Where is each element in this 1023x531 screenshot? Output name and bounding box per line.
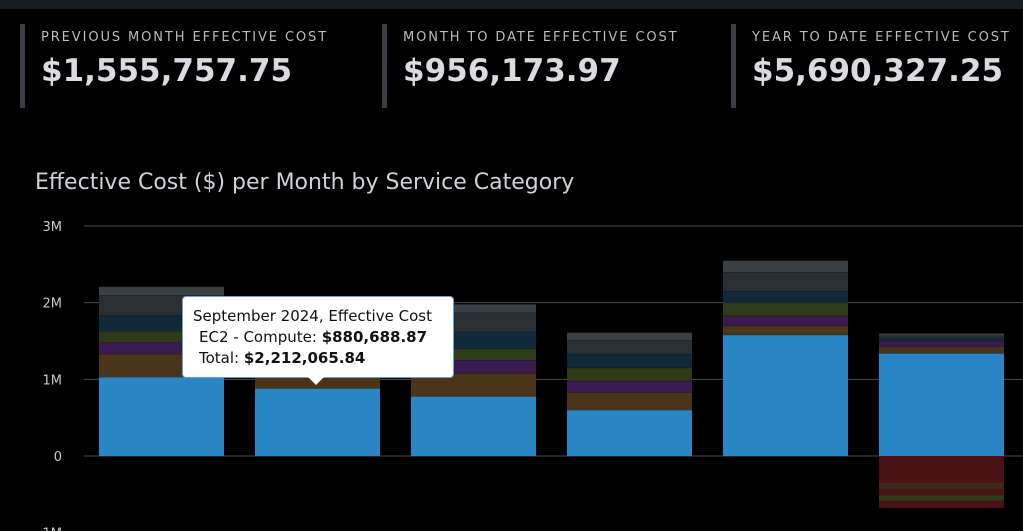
kpi-label: YEAR TO DATE EFFECTIVE COST [752,30,1011,45]
bar-segment [255,388,380,456]
kpi-value: $1,555,757.75 [41,53,293,89]
kpi-value: $5,690,327.25 [752,53,1004,89]
bar-segment [879,333,1004,336]
bar-segment [567,340,692,355]
kpi-month-to-date: MONTH TO DATE EFFECTIVE COST $956,173.97 [382,24,678,108]
bar-segment [879,341,1004,347]
bar-segment [723,272,848,292]
bar-segment [723,325,848,335]
bar-segment [567,380,692,393]
bar-segment [411,396,536,456]
y-tick-label: -1M [38,527,62,531]
bar-segment [723,302,848,316]
tooltip-series-label: EC2 - Compute: [199,328,317,346]
y-tick-label: 0 [54,450,62,465]
bar-segment [567,410,692,456]
y-tick-label: 2M [43,297,63,312]
tooltip-title: September 2024, Effective Cost [193,307,432,325]
top-bar [0,0,1023,9]
bar-segment [567,367,692,381]
tooltip-series-value: $880,688.87 [321,328,428,346]
bar-segment [879,346,1004,354]
tooltip-total-value: $2,212,065.84 [243,349,366,367]
bar-segment [723,260,848,272]
bar-segment [723,315,848,326]
bar-segment [879,335,1004,338]
kpi-label: MONTH TO DATE EFFECTIVE COST [403,30,679,45]
kpi-label: PREVIOUS MONTH EFFECTIVE COST [41,30,329,45]
kpi-value: $956,173.97 [403,53,621,89]
bar-segment [99,286,224,295]
bar-segment [99,342,224,355]
bar-segment [567,392,692,410]
tooltip-series-row: EC2 - Compute: $880,688.87 [193,327,443,348]
bar-segment [411,373,536,397]
y-tick-label: 3M [43,220,63,235]
tooltip-total-row: Total: $2,212,065.84 [193,348,443,369]
tooltip-total-label: Total: [199,349,240,367]
bar-segment [567,332,692,341]
bar-segment [723,334,848,456]
bar-segment [411,304,536,313]
kpi-previous-month: PREVIOUS MONTH EFFECTIVE COST $1,555,757… [20,24,328,108]
bar-segment [879,337,1004,341]
bar-segment [411,348,536,361]
bar-segment [567,354,692,368]
tooltip-arrow [308,377,324,385]
bar-segment [879,353,1004,456]
y-tick-label: 1M [43,373,63,388]
chart-title: Effective Cost ($) per Month by Service … [35,170,575,195]
bar-segment [99,377,224,456]
bar-segment [723,291,848,303]
bar-segment [99,331,224,343]
chart-tooltip: September 2024, Effective Cost EC2 - Com… [182,296,454,378]
kpi-year-to-date: YEAR TO DATE EFFECTIVE COST $5,690,327.2… [731,24,1011,108]
